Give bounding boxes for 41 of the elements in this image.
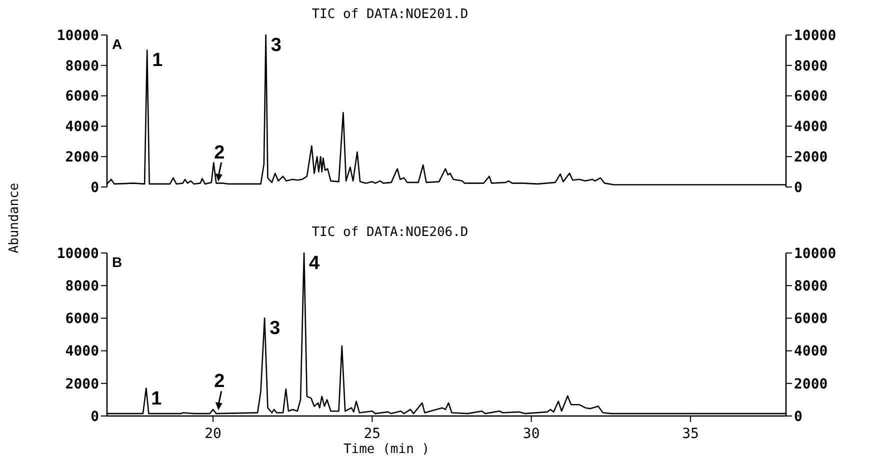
y2-tick-label: 10000	[794, 28, 836, 44]
annotation: 1	[151, 388, 162, 410]
y-tick-label: 6000	[65, 88, 99, 105]
y2-tick-label: 8000	[794, 278, 828, 294]
y2-tick-label: 8000	[794, 58, 828, 74]
y2-tick-label: 0	[794, 180, 802, 196]
y2-tick-label: 10000	[794, 246, 836, 262]
annotation: 4	[309, 253, 320, 274]
chart-title: TIC of DATA:NOE201.D	[312, 7, 468, 22]
y2-tick-label: 6000	[794, 88, 828, 105]
x-axis-title: Time (min )	[343, 442, 430, 457]
y2-tick-label: 2000	[794, 150, 828, 166]
y-tick-label: 2000	[65, 376, 99, 392]
x-tick-label: 20	[204, 426, 222, 442]
annotation: A	[112, 36, 122, 52]
y-tick-label: 0	[90, 180, 99, 196]
x-tick-label: 35	[682, 426, 699, 442]
y-tick-label: 6000	[65, 311, 99, 328]
y2-tick-label: 4000	[794, 119, 828, 136]
y-tick-label: 10000	[56, 28, 99, 44]
chart-title: TIC of DATA:NOE206.D	[312, 225, 468, 240]
y-tick-label: 8000	[65, 278, 99, 294]
annotation: B	[112, 254, 122, 270]
y-tick-label: 8000	[65, 58, 99, 74]
y2-tick-label: 4000	[794, 344, 828, 360]
y-tick-label: 10000	[56, 246, 99, 262]
annotation: 2	[214, 371, 225, 392]
annotation: 2	[214, 142, 225, 164]
y-tick-label: 0	[90, 408, 99, 425]
annotation: 3	[270, 318, 280, 340]
y2-tick-label: 2000	[794, 376, 828, 392]
x-tick-label: 25	[364, 426, 381, 442]
y2-tick-label: 6000	[794, 311, 828, 328]
y-tick-label: 4000	[65, 119, 99, 136]
x-tick-label: 30	[522, 426, 540, 442]
y-axis-title: Abundance	[7, 182, 22, 254]
annotation: 3	[270, 35, 282, 56]
y2-tick-label: 0	[794, 408, 802, 425]
y-tick-label: 2000	[65, 150, 99, 166]
annotation: 1	[152, 50, 164, 72]
y-tick-label: 4000	[65, 344, 99, 360]
